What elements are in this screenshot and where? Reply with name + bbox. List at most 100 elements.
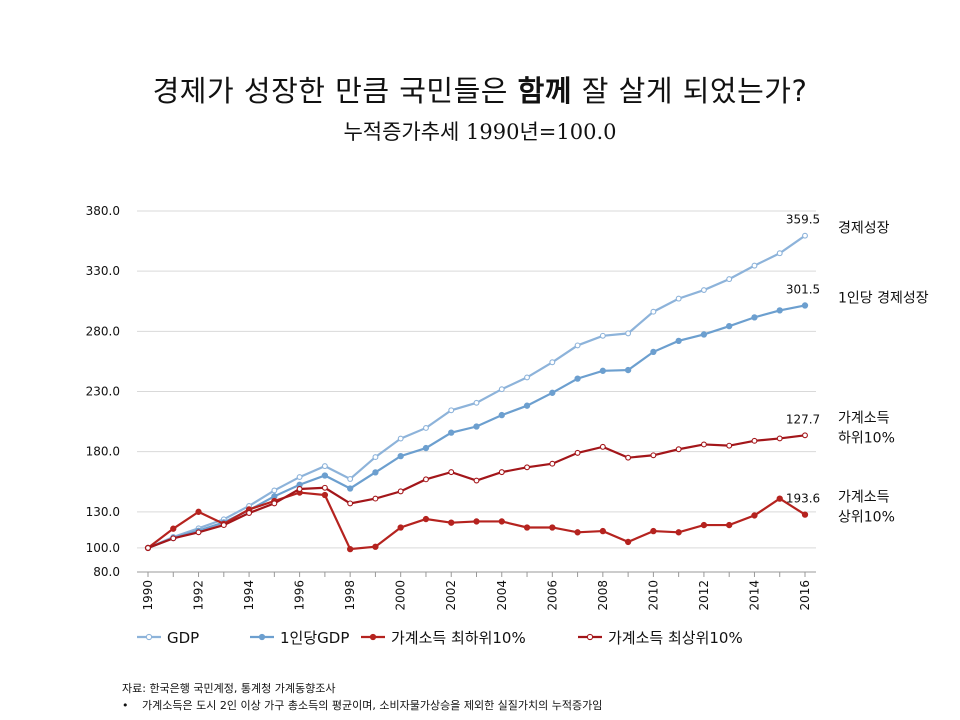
data-point	[801, 511, 809, 518]
x-tick-label: 1994	[242, 580, 256, 611]
data-point	[624, 366, 632, 374]
data-point	[675, 529, 682, 536]
legend-marker	[586, 633, 594, 641]
series-line	[147, 434, 806, 549]
data-point	[650, 452, 657, 459]
data-point	[599, 367, 606, 374]
data-point	[372, 469, 379, 476]
legend-marker	[369, 633, 377, 641]
x-tick-label: 2008	[596, 580, 610, 611]
legend-label: 가계소득 최상위10%	[608, 629, 743, 647]
data-point	[675, 337, 682, 344]
title-post: 잘 살게 되었는가?	[572, 74, 808, 108]
y-tick-label: 80.0	[93, 565, 120, 579]
data-point	[423, 425, 429, 431]
data-point	[776, 307, 783, 314]
data-point	[574, 375, 581, 382]
data-point	[321, 463, 328, 470]
data-point	[448, 407, 455, 414]
data-point	[700, 521, 708, 529]
footnote: • 가계소득은 도시 2인 이상 가구 총소득의 평균이며, 소비자물가상승을 제…	[122, 697, 602, 713]
data-point	[473, 423, 480, 430]
data-point	[675, 295, 682, 302]
end-value-label: 359.5	[786, 213, 820, 227]
source-text: 자료: 한국은행 국민계정, 통계청 가계동향조사	[122, 682, 336, 695]
data-point	[498, 386, 505, 393]
data-point	[321, 484, 328, 491]
x-tick-label: 2002	[444, 580, 458, 611]
data-point	[372, 454, 379, 461]
data-point	[802, 232, 808, 239]
data-point	[675, 446, 682, 453]
x-tick-label: 1998	[343, 580, 357, 611]
data-point	[448, 469, 455, 476]
data-point	[347, 476, 354, 482]
data-point	[751, 437, 758, 444]
data-point	[145, 544, 151, 551]
data-point	[574, 449, 581, 456]
data-point	[625, 454, 632, 461]
data-point	[473, 399, 480, 406]
series-annotation: 경제성장	[838, 221, 890, 237]
data-point	[271, 500, 278, 507]
data-point	[726, 521, 733, 529]
data-point	[549, 359, 556, 366]
data-point	[776, 495, 783, 502]
data-point	[397, 435, 404, 442]
data-point	[347, 500, 354, 507]
data-point	[700, 441, 707, 448]
data-point	[170, 525, 177, 532]
data-point	[422, 515, 430, 523]
y-tick-label: 330.0	[86, 264, 120, 278]
x-tick-label: 2010	[646, 580, 660, 611]
series-annotation: 하위10%	[838, 430, 895, 446]
x-tick-label: 2006	[545, 580, 559, 611]
data-point	[802, 432, 808, 439]
legend-label: GDP	[167, 629, 199, 647]
y-tick-label: 130.0	[86, 505, 120, 519]
data-point	[650, 308, 657, 315]
data-point	[625, 330, 632, 337]
x-tick-label: 2004	[495, 580, 509, 611]
footnote-bullet: •	[122, 699, 129, 712]
data-point	[423, 476, 429, 483]
data-point	[751, 314, 758, 321]
y-tick-label: 280.0	[86, 324, 120, 338]
chart-subtitle: 누적증가추세 1990년=100.0	[343, 120, 617, 144]
data-point	[599, 527, 606, 535]
data-point	[296, 486, 303, 492]
data-point	[448, 519, 455, 526]
data-point	[751, 512, 758, 519]
x-tick-label: 2000	[394, 580, 408, 611]
series-annotation: 1인당 경제성장	[838, 290, 929, 306]
data-point	[574, 529, 581, 536]
x-tick-label: 1996	[293, 580, 307, 611]
data-point	[498, 518, 505, 525]
x-tick-label: 2016	[798, 580, 812, 611]
legend-label: 가계소득 최하위10%	[391, 629, 526, 647]
y-tick-label: 380.0	[86, 204, 120, 218]
x-tick-label: 2014	[747, 580, 761, 611]
data-point	[246, 510, 253, 516]
data-point	[347, 545, 354, 553]
data-point	[726, 323, 733, 330]
data-point	[321, 472, 329, 479]
data-point	[422, 444, 430, 452]
data-point	[726, 442, 733, 449]
data-point	[170, 535, 177, 542]
data-point	[397, 452, 404, 460]
data-point	[220, 522, 227, 529]
data-point	[296, 474, 303, 481]
data-point	[397, 488, 404, 495]
data-point	[448, 429, 455, 436]
data-point	[473, 518, 480, 525]
data-point	[524, 464, 530, 471]
data-point	[321, 491, 329, 499]
series-annotation: 가계소득	[838, 490, 890, 506]
footnote-text: 가계소득은 도시 2인 이상 가구 총소득의 평균이며, 소비자물가상승을 제외…	[142, 699, 603, 712]
y-tick-label: 100.0	[86, 541, 120, 555]
x-tick-label: 1992	[192, 580, 206, 611]
data-point	[549, 389, 556, 396]
data-point	[372, 495, 379, 502]
data-point	[195, 508, 202, 515]
